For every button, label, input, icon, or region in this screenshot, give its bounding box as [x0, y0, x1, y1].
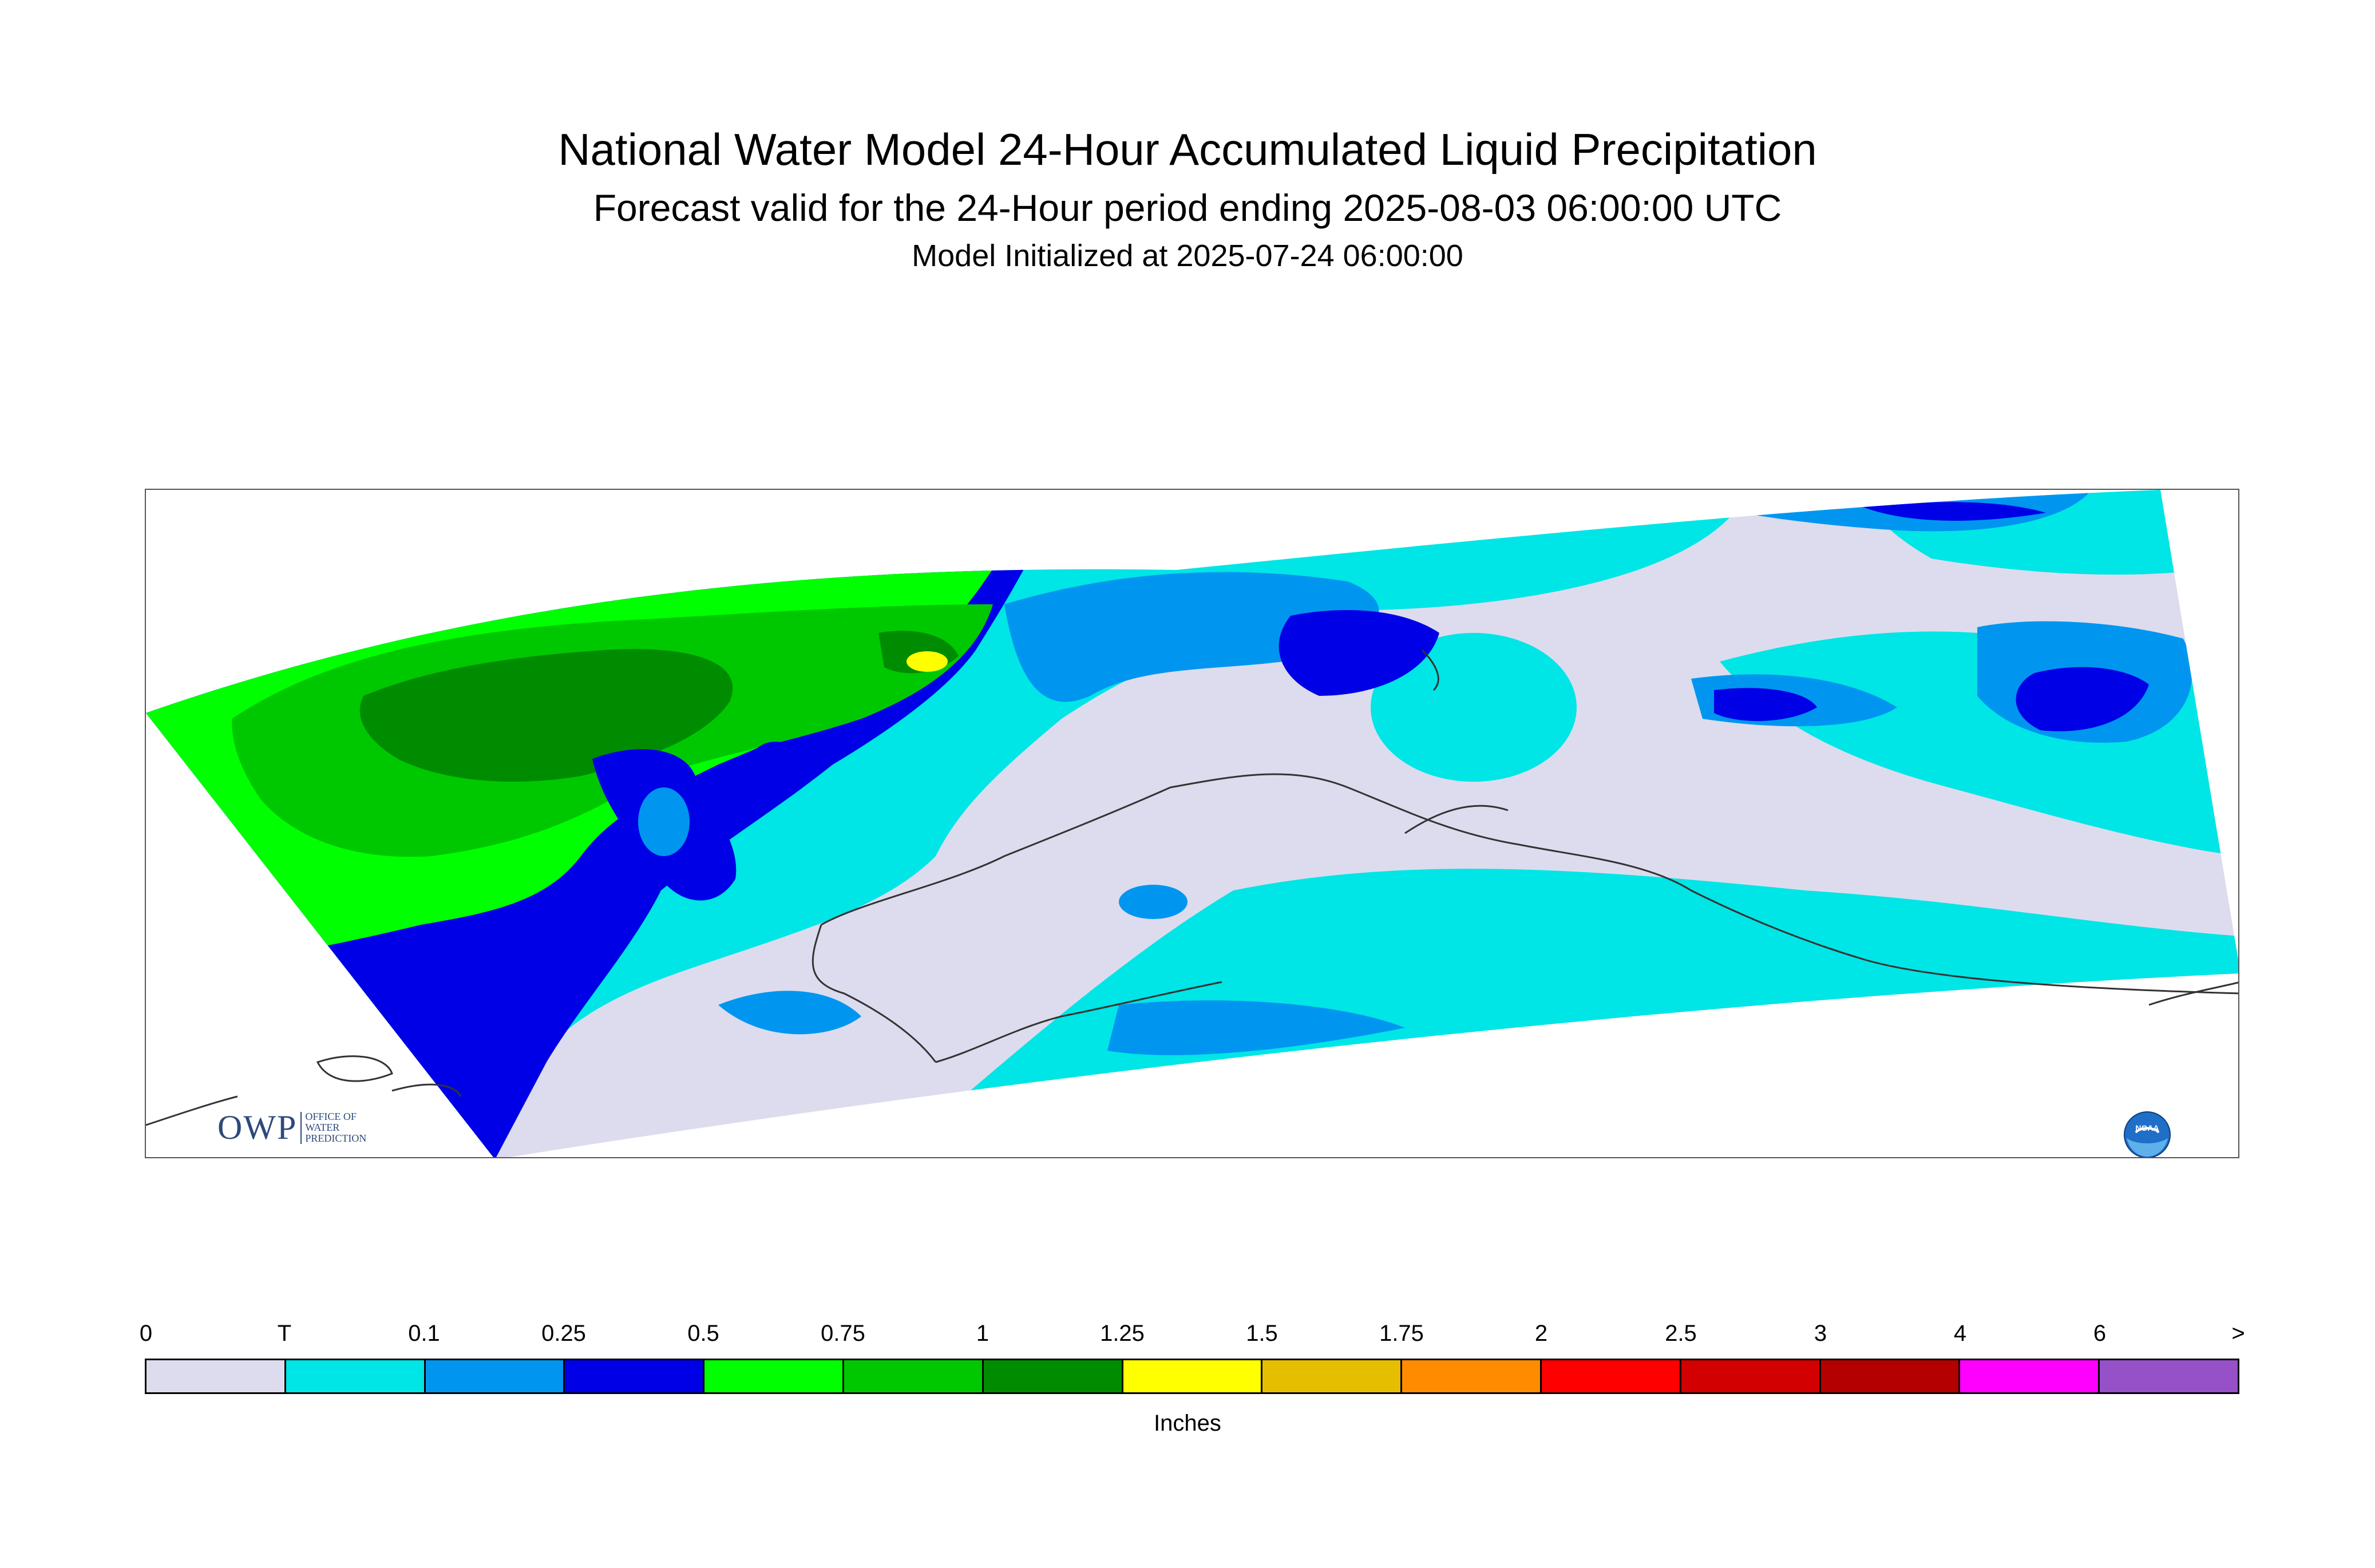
legend-tick-label: 1.5: [1246, 1321, 1278, 1346]
legend-swatch: [983, 1360, 1123, 1392]
legend-swatch: [1123, 1360, 1263, 1392]
legend-units: Inches: [1154, 1411, 1221, 1436]
legend-tick-label: 1.75: [1379, 1321, 1424, 1346]
legend-swatch: [2100, 1360, 2238, 1392]
legend-swatch: [844, 1360, 984, 1392]
legend-swatch: [1820, 1360, 1961, 1392]
precip-map: [146, 490, 2238, 1157]
legend-swatch: [1681, 1360, 1821, 1392]
legend-tick-label: 1: [976, 1321, 989, 1346]
owp-logo-text: OWP: [217, 1108, 298, 1146]
legend-colorbar: [145, 1359, 2239, 1394]
legend-tick-label: 4: [1953, 1321, 1967, 1346]
noaa-emblem-icon: [2124, 1111, 2171, 1157]
legend-swatch: [425, 1360, 565, 1392]
legend-swatch: [1960, 1360, 2100, 1392]
noaa-text: NOAA: [2135, 1123, 2159, 1133]
page-subtitle: Forecast valid for the 24-Hour period en…: [593, 187, 1782, 229]
legend-swatch: [286, 1360, 426, 1392]
legend-swatch: [1402, 1360, 1542, 1392]
precip-field: [146, 490, 2238, 1157]
legend-tick-label: 3: [1814, 1321, 1827, 1346]
legend-swatch: [565, 1360, 705, 1392]
legend-tick-label: 2.5: [1665, 1321, 1697, 1346]
precip-p10-region: [1004, 572, 1379, 702]
legend-tick-label: 0: [139, 1321, 153, 1346]
legend-swatch: [704, 1360, 844, 1392]
precip-p100-region: [359, 649, 733, 782]
legend-tick-label: 6: [2093, 1321, 2107, 1346]
legend-tick-label: >: [2231, 1321, 2245, 1346]
owp-logo: OWP OFFICE OF WATER PREDICTION: [217, 1108, 366, 1147]
legend-tick-label: 0.1: [408, 1321, 440, 1346]
legend-tick-label: 2: [1534, 1321, 1548, 1346]
init-time: Model Initialized at 2025-07-24 06:00:00: [912, 239, 1463, 273]
owp-logo-divider: [300, 1111, 302, 1144]
legend-swatch: [1541, 1360, 1681, 1392]
legend-swatch: [1262, 1360, 1403, 1392]
precip-p125-region: [907, 651, 948, 672]
noaa-logo: NOAA: [2123, 1111, 2171, 1157]
page-title: National Water Model 24-Hour Accumulated…: [558, 124, 1817, 175]
legend-tick-label: 1.25: [1100, 1321, 1145, 1346]
legend-tick-label: T: [277, 1321, 292, 1346]
legend-tick-label: 0.25: [541, 1321, 586, 1346]
legend-swatch: [147, 1360, 286, 1392]
legend-tick-label: 0.75: [821, 1321, 865, 1346]
map-panel[interactable]: OWP OFFICE OF WATER PREDICTION NOAA: [145, 489, 2239, 1158]
legend-tick-label: 0.5: [687, 1321, 719, 1346]
owp-logo-subtext: OFFICE OF WATER PREDICTION: [305, 1111, 367, 1144]
legend: 0 T 0.1 0.25 0.5 0.75 1 1.25 1.5 1.75 2 2.5 3 4 6 >: [140, 1321, 2245, 1436]
coastlines: [146, 649, 2238, 1126]
